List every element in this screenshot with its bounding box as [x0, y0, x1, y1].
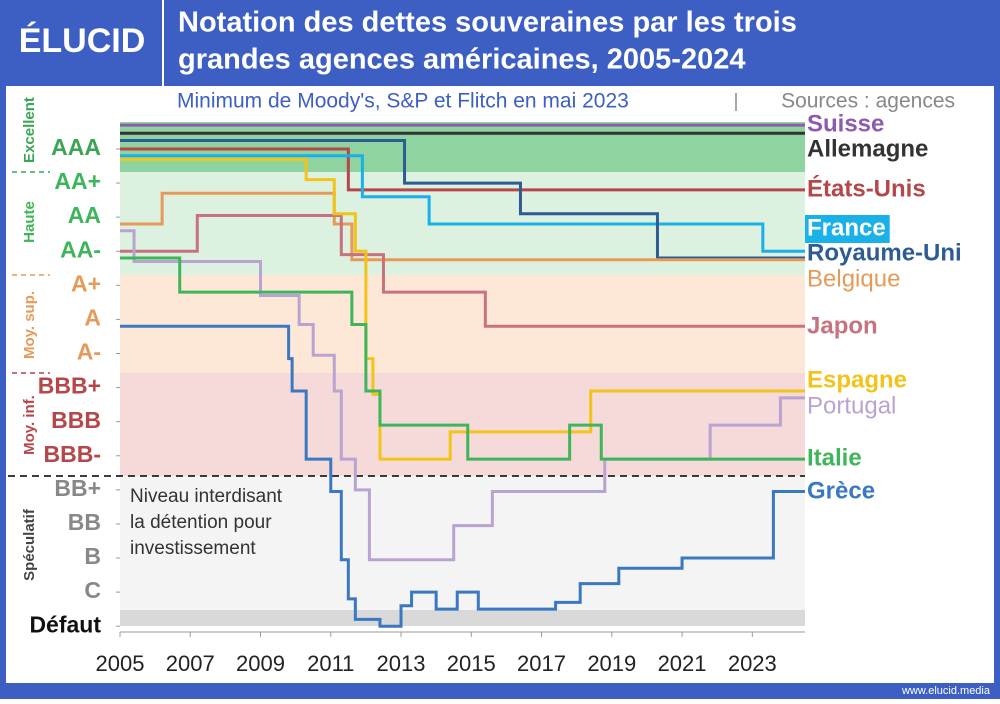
x-tick-label: 2011	[307, 651, 354, 676]
y-tick-label: B	[84, 543, 101, 569]
legend-box	[805, 215, 890, 243]
y-tick-label: A	[84, 304, 101, 330]
x-tick-label: 2013	[377, 651, 426, 676]
legend-label: États-Unis	[807, 174, 926, 202]
y-tick-label: A+	[71, 270, 101, 296]
legend-label: Allemagne	[807, 135, 928, 162]
legend-label: Suisse	[807, 110, 884, 137]
x-tick-label: 2009	[236, 651, 285, 676]
x-tick-label: 2017	[517, 651, 566, 676]
legend-label: Japon	[807, 312, 878, 339]
annotation: investissement	[130, 538, 256, 559]
chart-title: grandes agences américaines, 2005-2024	[178, 44, 745, 76]
y-tick-label: BBB+	[38, 373, 101, 399]
legend-label: Espagne	[807, 366, 907, 393]
series-line	[120, 213, 805, 328]
x-tick-label: 2021	[658, 651, 707, 676]
subtitle: Minimum de Moody's, S&P et Flitch en mai…	[177, 90, 629, 113]
zone-label: Haute	[21, 201, 38, 243]
zone-band	[120, 610, 805, 626]
x-tick-label: 2015	[447, 651, 496, 676]
annotation: Niveau interdisant	[130, 486, 283, 507]
zone-label: Spéculatif	[21, 508, 38, 581]
legend-label: Italie	[807, 444, 862, 471]
x-tick-label: 2005	[96, 651, 145, 676]
y-tick-label: C	[84, 577, 101, 603]
series-line	[120, 154, 805, 253]
series-line	[120, 147, 805, 192]
chart-title: Notation des dettes souveraines par les …	[178, 7, 797, 39]
series-line	[120, 324, 805, 628]
legend-label: Portugal	[807, 392, 896, 419]
y-tick-label: BB	[68, 509, 101, 535]
y-tick-label: BB+	[54, 475, 101, 501]
zone-band	[120, 476, 805, 610]
y-tick-label: AA	[68, 202, 101, 228]
x-tick-label: 2023	[728, 651, 777, 676]
series-line	[120, 157, 805, 461]
y-tick-label: AA-	[60, 236, 101, 262]
zone-label: Moy. inf.	[21, 395, 38, 455]
logo: ÉLUCID	[19, 22, 146, 60]
y-tick-label: Défaut	[29, 611, 101, 637]
zone-band	[120, 122, 805, 172]
legend-label: France	[807, 214, 886, 241]
series-line	[120, 138, 805, 260]
zone-label: Moy. sup.	[21, 291, 38, 359]
y-tick-label: A-	[77, 339, 101, 365]
y-tick-label: AA+	[54, 168, 101, 194]
x-tick-label: 2007	[166, 651, 215, 676]
x-tick-label: 2019	[587, 651, 636, 676]
zone-label: Excellent	[21, 97, 38, 163]
legend-label: Royaume-Uni	[807, 239, 962, 266]
zone-band	[120, 275, 805, 373]
y-tick-label: BBB	[51, 407, 101, 433]
footer: www.elucid.media	[901, 685, 991, 697]
y-tick-label: BBB-	[44, 441, 102, 467]
series-line	[120, 256, 805, 461]
source: Sources : agences	[781, 90, 955, 113]
y-tick-label: AAA	[51, 134, 101, 160]
plot: Excellent Haute Moy. sup. Moy. inf. Spéculat…	[8, 97, 962, 676]
annotation: la détention pour	[130, 512, 272, 533]
legend-label: Grèce	[807, 477, 875, 504]
legend-label: Belgique	[807, 265, 900, 292]
